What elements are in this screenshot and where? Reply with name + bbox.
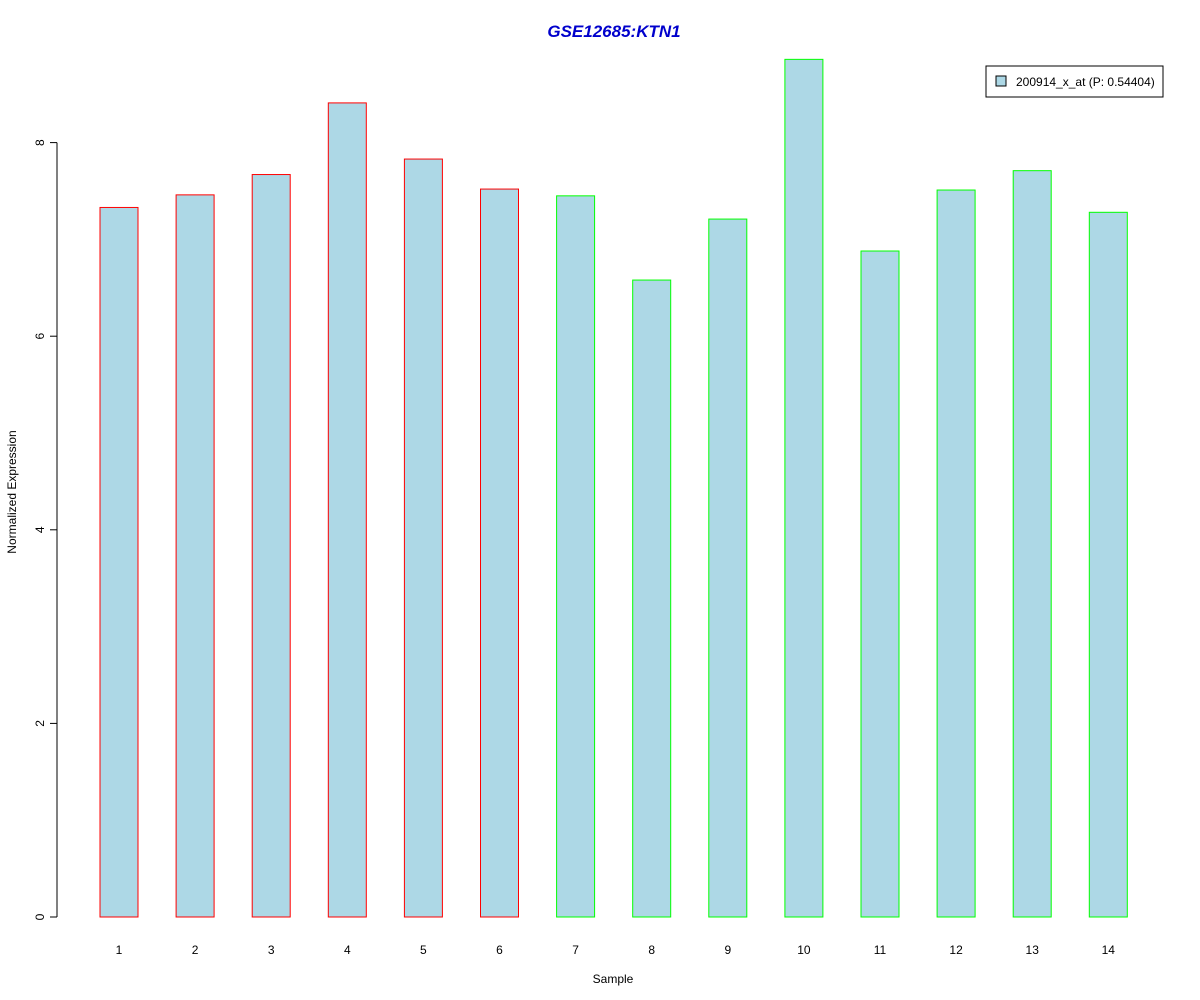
legend: 200914_x_at (P: 0.54404) xyxy=(985,65,1164,98)
bars xyxy=(99,58,1128,918)
bar-sample-2 xyxy=(175,194,215,918)
bar-sample-13 xyxy=(1012,170,1052,918)
y-axis: 0 2 4 6 8 xyxy=(33,139,58,920)
y-tick-label: 2 xyxy=(33,720,47,727)
x-tick-label: 4 xyxy=(344,943,351,957)
x-tick-label: 12 xyxy=(949,943,963,957)
x-tick-label: 13 xyxy=(1026,943,1040,957)
bar-sample-14 xyxy=(1088,211,1128,918)
bar-sample-6 xyxy=(480,188,519,918)
chart-title: GSE12685:KTN1 xyxy=(547,22,680,41)
bar-sample-10 xyxy=(784,58,824,918)
bar-sample-7 xyxy=(556,195,596,918)
x-tick-label: 6 xyxy=(496,943,503,957)
bar-sample-9 xyxy=(708,218,748,918)
legend-box xyxy=(985,65,1164,98)
legend-label: 200914_x_at (P: 0.54404) xyxy=(1016,75,1155,89)
x-tick-label: 10 xyxy=(797,943,811,957)
x-tick-label: 14 xyxy=(1102,943,1116,957)
x-tick-label: 9 xyxy=(724,943,731,957)
y-tick-label: 0 xyxy=(33,913,47,920)
y-tick-label: 6 xyxy=(33,333,47,340)
bar-sample-1 xyxy=(99,206,139,918)
x-tick-label: 1 xyxy=(116,943,123,957)
legend-swatch xyxy=(995,75,1007,87)
x-axis-label: Sample xyxy=(593,972,634,986)
bar-sample-3 xyxy=(251,174,291,918)
x-tick-label: 11 xyxy=(874,943,887,957)
bar-sample-5 xyxy=(403,158,443,918)
y-tick-label: 4 xyxy=(33,526,47,533)
y-axis-label: Normalized Expression xyxy=(5,430,19,553)
x-tick-label: 2 xyxy=(192,943,199,957)
bar-sample-8 xyxy=(632,279,672,918)
y-tick-label: 8 xyxy=(33,139,47,146)
bar-sample-11 xyxy=(860,250,900,918)
x-tick-label: 5 xyxy=(420,943,427,957)
x-tick-label: 8 xyxy=(648,943,655,957)
x-tick-label: 7 xyxy=(572,943,579,957)
x-tick-label: 3 xyxy=(268,943,275,957)
x-axis: 1 2 3 4 5 6 7 8 9 10 11 12 13 14 xyxy=(116,943,1116,957)
bar-sample-4 xyxy=(327,102,367,918)
bar-sample-12 xyxy=(936,189,976,918)
